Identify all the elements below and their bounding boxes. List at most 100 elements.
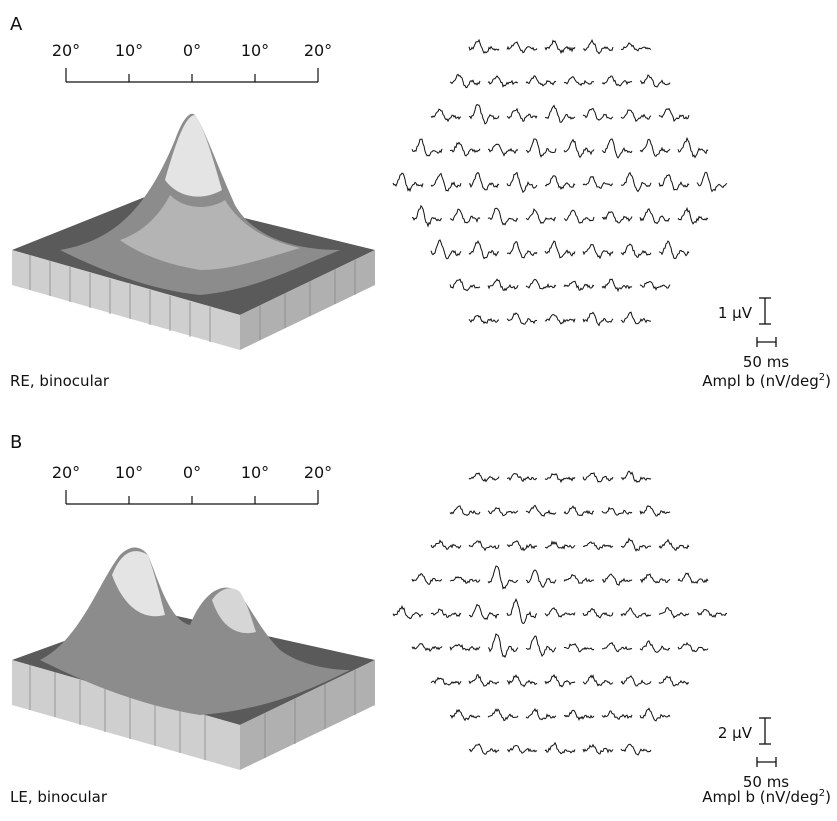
response-trace xyxy=(544,39,576,55)
response-trace xyxy=(677,136,709,159)
response-trace xyxy=(601,211,633,224)
response-trace xyxy=(563,280,595,291)
surface-side-right xyxy=(240,660,375,770)
response-trace xyxy=(582,607,614,619)
response-trace xyxy=(468,540,500,552)
eccentricity-scale: 20° 10° 0° 10° 20° xyxy=(52,41,332,83)
response-trace xyxy=(430,608,462,618)
response-trace xyxy=(563,75,594,87)
response-trace xyxy=(601,278,633,293)
response-trace xyxy=(506,540,538,552)
response-trace xyxy=(525,569,557,589)
response-trace xyxy=(582,244,614,260)
response-trace xyxy=(601,573,633,586)
response-trace xyxy=(601,138,633,159)
scale-label: 20° xyxy=(52,463,80,482)
response-trace xyxy=(449,505,481,517)
response-trace xyxy=(563,709,595,722)
panel-letter: A xyxy=(10,14,23,35)
response-trace xyxy=(639,280,671,291)
response-trace xyxy=(544,175,576,190)
response-trace xyxy=(544,104,576,123)
amplitude-unit-label: Ampl b (nV/deg2) xyxy=(702,788,831,806)
surface-peak-highlight xyxy=(165,115,222,197)
scale-label: 20° xyxy=(304,41,332,60)
panel-b: B 20° 10° 0° 10° 20° LE, binocular 2 µV xyxy=(0,410,837,820)
response-trace xyxy=(544,540,576,550)
response-trace xyxy=(677,642,709,653)
response-trace xyxy=(639,208,670,225)
response-trace xyxy=(602,641,633,653)
response-trace xyxy=(506,472,538,483)
panel-a: A 20° 10° 0° 10° 20° RE, bin xyxy=(0,0,837,410)
eye-label: LE, binocular xyxy=(10,788,108,806)
time-calibration-label: 50 ms xyxy=(743,773,789,790)
response-trace xyxy=(544,472,576,484)
response-trace xyxy=(487,207,519,226)
response-trace xyxy=(620,243,652,258)
response-trace xyxy=(620,42,652,52)
eye-label: RE, binocular xyxy=(10,372,110,390)
amplitude-unit-close: ) xyxy=(825,788,831,806)
response-trace xyxy=(563,643,595,653)
amplitude-unit-label: Ampl b (nV/deg2) xyxy=(702,372,831,390)
amplitude-unit-text: Ampl b (nV/deg xyxy=(702,372,819,390)
response-trace xyxy=(658,538,690,551)
response-trace xyxy=(412,204,443,228)
amplitude-unit-text: Ampl b (nV/deg xyxy=(702,788,819,806)
response-trace xyxy=(658,173,690,191)
response-trace xyxy=(620,171,652,193)
response-trace xyxy=(430,676,462,686)
response-trace xyxy=(449,278,481,292)
response-trace xyxy=(487,708,519,722)
calibration-bar: 1 µV 50 ms xyxy=(718,297,789,370)
response-trace xyxy=(620,109,652,123)
response-trace xyxy=(506,240,538,259)
response-trace xyxy=(430,539,462,551)
response-trace xyxy=(411,138,443,157)
response-trace xyxy=(392,172,424,193)
response-trace xyxy=(411,572,443,586)
response-trace xyxy=(639,74,671,88)
response-trace xyxy=(525,138,557,158)
response-trace xyxy=(658,607,690,619)
response-trace xyxy=(449,576,481,584)
amplitude-unit-close: ) xyxy=(825,372,831,390)
response-trace xyxy=(544,673,576,688)
response-trace xyxy=(640,573,671,584)
scale-label: 20° xyxy=(52,41,80,60)
scale-label: 0° xyxy=(183,41,201,60)
mferg-trace-array xyxy=(392,38,728,327)
response-trace xyxy=(468,743,500,755)
response-trace xyxy=(430,239,462,260)
surface-side-ridges xyxy=(29,255,356,342)
response-trace xyxy=(658,240,690,260)
response-trace xyxy=(525,504,557,517)
response-trace xyxy=(468,103,500,125)
scale-label: 0° xyxy=(183,463,201,482)
surface-peak-midtone xyxy=(120,195,300,270)
surface-peaks xyxy=(40,547,350,715)
response-trace xyxy=(582,472,614,483)
response-trace xyxy=(658,107,690,122)
response-trace xyxy=(468,240,500,260)
voltage-calibration-label: 2 µV xyxy=(718,724,753,742)
amplitude-unit-exponent: 2 xyxy=(818,372,826,383)
response-trace xyxy=(487,75,518,88)
response-trace xyxy=(582,107,614,121)
response-trace xyxy=(507,744,538,754)
response-trace xyxy=(487,278,519,292)
response-trace xyxy=(430,172,462,192)
surface-side-ridges xyxy=(29,665,356,760)
surface-side-left xyxy=(12,660,240,770)
response-trace xyxy=(525,635,557,658)
response-trace xyxy=(582,175,614,189)
response-trace xyxy=(544,240,576,259)
mferg-trace-array xyxy=(392,470,727,756)
response-trace xyxy=(430,108,462,123)
amplitude-unit-exponent: 2 xyxy=(818,788,826,799)
response-trace xyxy=(506,107,538,122)
response-trace xyxy=(468,673,500,687)
response-trace xyxy=(544,741,576,755)
response-trace xyxy=(525,208,556,225)
